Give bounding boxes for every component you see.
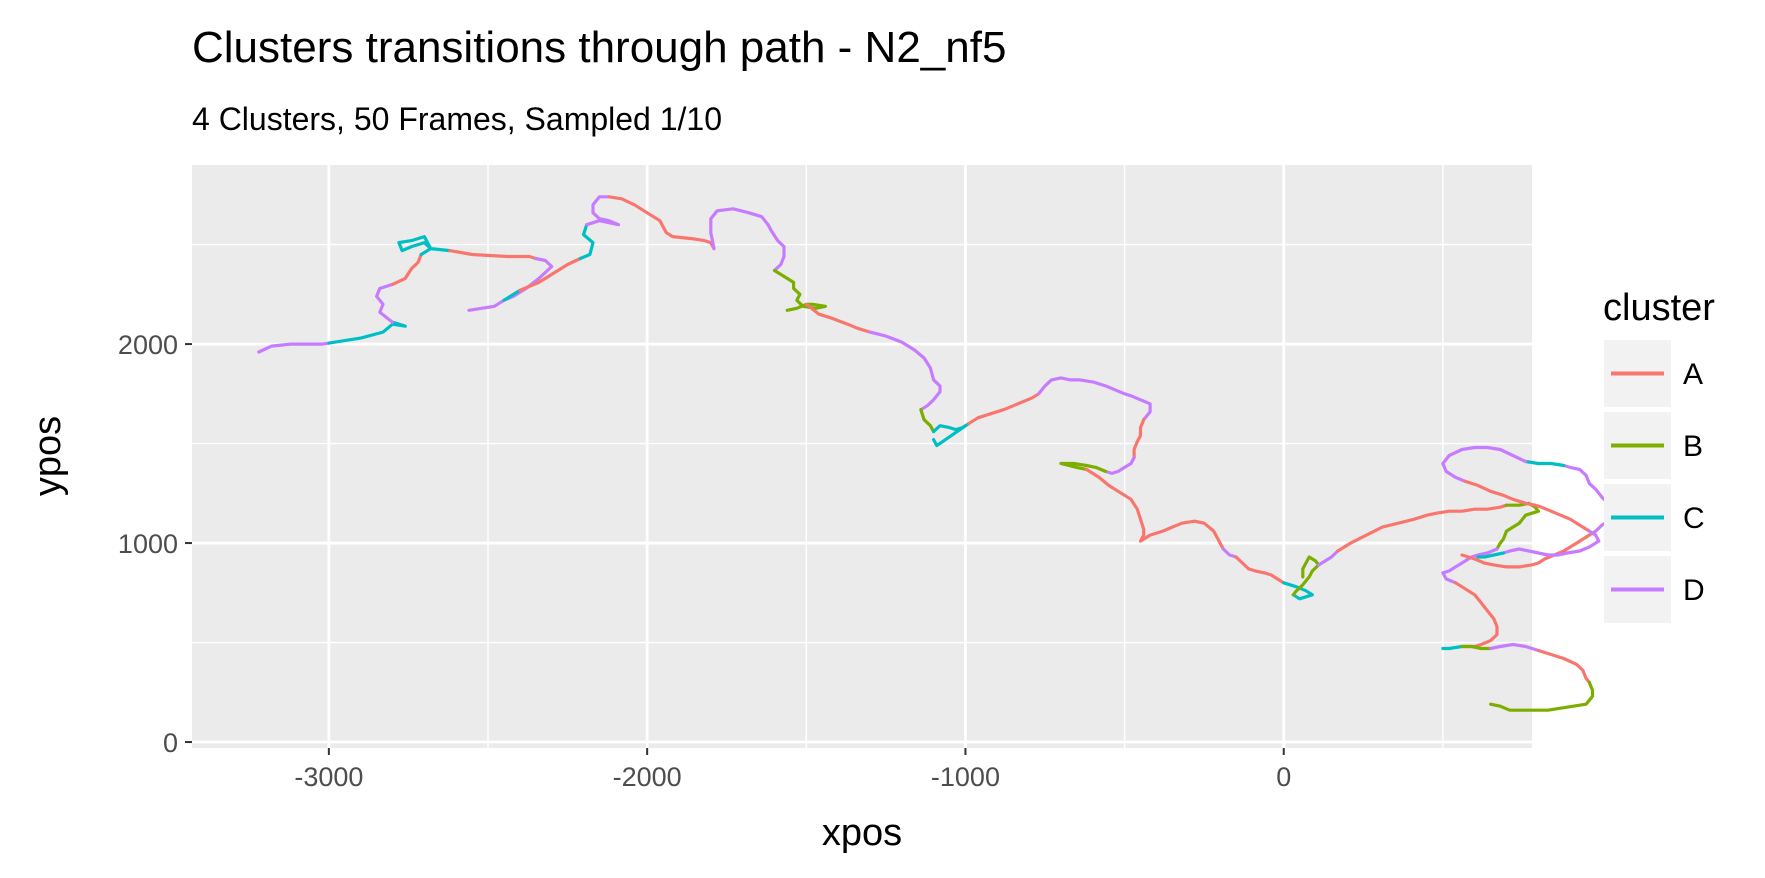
path-segment-cluster-D bbox=[375, 282, 395, 324]
path-segment-cluster-A bbox=[1234, 555, 1286, 585]
path-segment-cluster-D bbox=[709, 207, 786, 273]
path-segment-cluster-C bbox=[1441, 644, 1464, 651]
x-axis-title: xpos bbox=[822, 812, 902, 854]
path-segment-cluster-A bbox=[448, 249, 538, 261]
path-segment-cluster-B bbox=[919, 408, 936, 434]
path-segment-cluster-B bbox=[1059, 461, 1108, 473]
cluster-paths bbox=[257, 195, 1617, 712]
path-segment-cluster-D bbox=[1317, 549, 1340, 567]
path-segment-cluster-A bbox=[518, 256, 582, 292]
path-segment-cluster-A bbox=[1336, 503, 1509, 553]
path-segment-cluster-C bbox=[1476, 551, 1505, 559]
x-tick-label: -1000 bbox=[931, 762, 1000, 792]
y-tick-label: 2000 bbox=[118, 330, 178, 360]
y-tick-label: 0 bbox=[163, 728, 178, 758]
path-segment-cluster-C bbox=[932, 422, 971, 448]
y-axis-title: ypos bbox=[27, 416, 69, 496]
x-tick-label: -3000 bbox=[294, 762, 363, 792]
x-tick-label: -2000 bbox=[613, 762, 682, 792]
path-segment-cluster-A bbox=[1536, 648, 1591, 684]
chart-title: Clusters transitions through path - N2_n… bbox=[192, 23, 1006, 72]
path-segment-cluster-D bbox=[1441, 445, 1528, 483]
path-segment-cluster-D bbox=[1441, 547, 1499, 585]
path-segment-cluster-D bbox=[1221, 547, 1238, 559]
path-segment-cluster-C bbox=[327, 320, 407, 345]
path-segment-cluster-D bbox=[868, 330, 942, 412]
path-segment-cluster-A bbox=[804, 302, 872, 334]
plot-panel bbox=[192, 165, 1532, 748]
path-segment-cluster-C bbox=[502, 288, 522, 302]
path-segment-cluster-A bbox=[1132, 418, 1146, 460]
axes: -3000 -2000 -1000 0 0 1000 2000 bbox=[118, 330, 1291, 792]
path-segment-cluster-A bbox=[1084, 467, 1225, 551]
path-segment-cluster-D bbox=[1103, 455, 1136, 475]
path-segment-cluster-D bbox=[585, 195, 621, 227]
path-segment-cluster-D bbox=[257, 341, 331, 354]
legend-label: D bbox=[1683, 574, 1705, 607]
path-segment-cluster-A bbox=[1454, 581, 1499, 649]
path-segment-cluster-A bbox=[967, 392, 1041, 426]
y-tick-label: 1000 bbox=[118, 529, 178, 559]
path-segment-cluster-A bbox=[607, 195, 716, 251]
chart-subtitle: 4 Clusters, 50 Frames, Sampled 1/10 bbox=[192, 101, 722, 137]
path-segment-cluster-C bbox=[397, 235, 452, 257]
path-segment-cluster-D bbox=[1489, 642, 1540, 653]
path-segment-cluster-B bbox=[1489, 680, 1595, 712]
legend-label: C bbox=[1683, 502, 1705, 535]
x-tick-label: 0 bbox=[1276, 762, 1291, 792]
path-segment-cluster-D bbox=[467, 256, 554, 312]
path-segment-cluster-C bbox=[578, 223, 595, 261]
path-segment-cluster-B bbox=[1460, 644, 1493, 651]
path-segment-cluster-D bbox=[1501, 529, 1601, 557]
path-segment-cluster-B bbox=[1291, 555, 1321, 597]
legend-label: A bbox=[1683, 358, 1703, 391]
legend-title: cluster bbox=[1603, 287, 1715, 329]
legend-label: B bbox=[1683, 430, 1703, 463]
grid-major bbox=[192, 165, 1532, 748]
path-segment-cluster-A bbox=[1463, 479, 1591, 533]
path-segment-cluster-C bbox=[1282, 581, 1314, 601]
path-segment-cluster-A bbox=[390, 252, 423, 286]
path-segment-cluster-A bbox=[1460, 529, 1598, 569]
path-segment-cluster-D bbox=[1037, 376, 1152, 422]
legend: cluster A B C D bbox=[1603, 287, 1715, 623]
path-segment-cluster-C bbox=[1524, 459, 1566, 468]
